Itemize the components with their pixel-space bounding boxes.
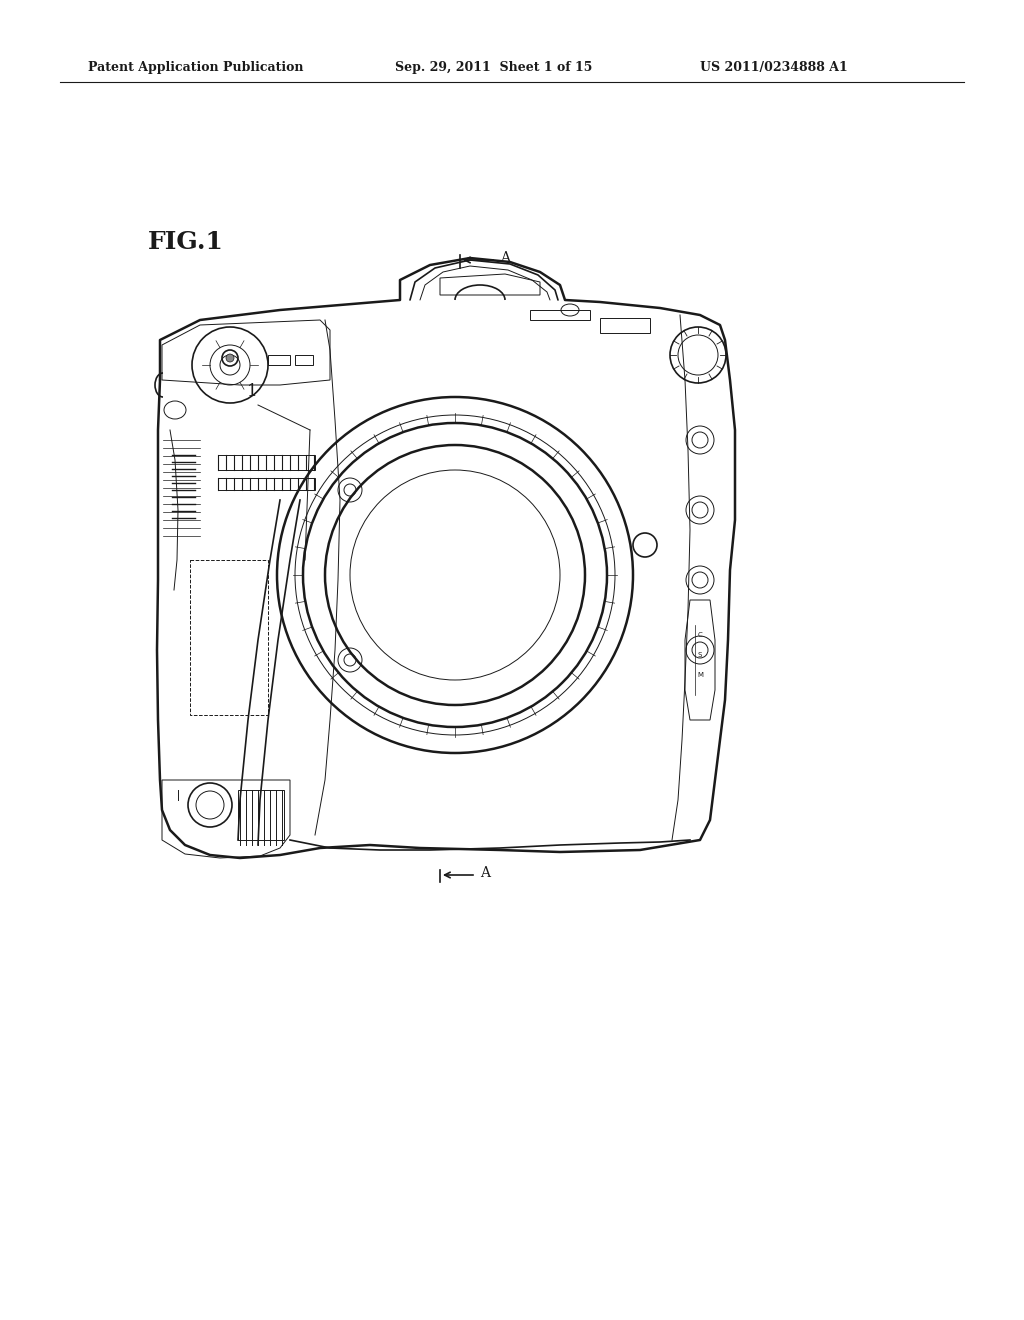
Text: S: S bbox=[697, 652, 702, 657]
Circle shape bbox=[226, 354, 234, 362]
Bar bbox=[600, 318, 650, 333]
Text: US 2011/0234888 A1: US 2011/0234888 A1 bbox=[700, 62, 848, 74]
Bar bbox=[218, 455, 315, 470]
Text: Sep. 29, 2011  Sheet 1 of 15: Sep. 29, 2011 Sheet 1 of 15 bbox=[395, 62, 592, 74]
Text: Patent Application Publication: Patent Application Publication bbox=[88, 62, 303, 74]
Text: FIG.1: FIG.1 bbox=[148, 230, 224, 253]
Bar bbox=[238, 789, 284, 840]
Text: 1: 1 bbox=[247, 384, 257, 400]
Bar bbox=[295, 355, 313, 366]
Bar bbox=[218, 478, 315, 490]
Bar bbox=[268, 355, 290, 366]
Text: A: A bbox=[480, 866, 490, 880]
Text: A: A bbox=[500, 251, 510, 265]
Text: M: M bbox=[697, 672, 703, 678]
Bar bbox=[530, 310, 590, 319]
Text: C: C bbox=[697, 632, 702, 638]
Bar bbox=[190, 560, 268, 715]
